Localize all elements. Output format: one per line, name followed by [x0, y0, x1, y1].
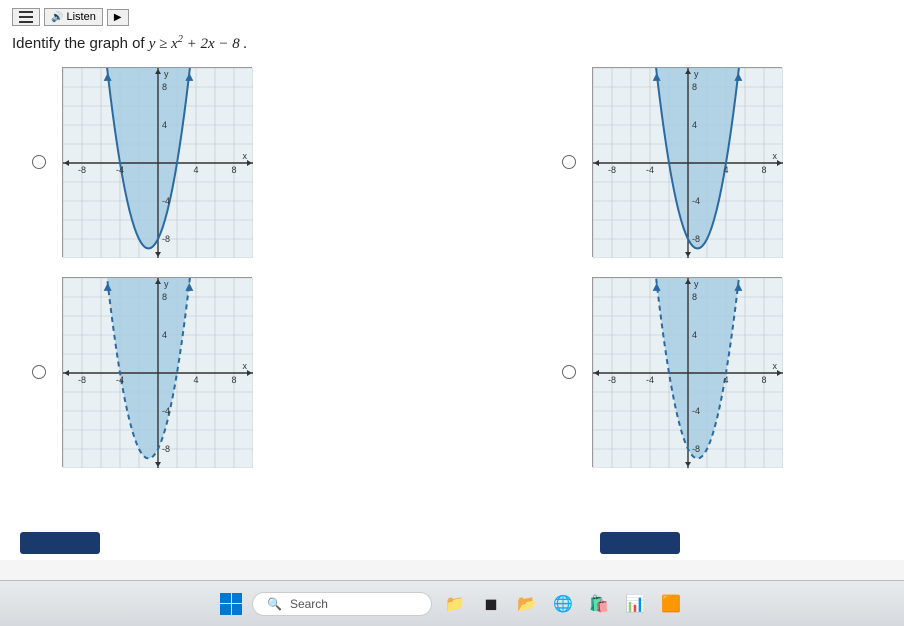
radio-c[interactable]	[32, 365, 46, 379]
svg-text:-4: -4	[692, 196, 700, 206]
svg-text:-4: -4	[116, 165, 124, 175]
svg-text:4: 4	[162, 330, 167, 340]
svg-text:8: 8	[692, 292, 697, 302]
question-panel: 🔊 Listen ▶ Identify the graph of y ≥ x2 …	[0, 0, 904, 560]
svg-text:8: 8	[761, 165, 766, 175]
graph-b: -8 -4 4 8 8 4 -4 -8 x y	[592, 67, 782, 257]
taskbar-search[interactable]: 🔍 Search	[252, 592, 432, 616]
svg-text:-4: -4	[162, 196, 170, 206]
svg-text:-4: -4	[646, 375, 654, 385]
svg-text:8: 8	[692, 82, 697, 92]
svg-text:4: 4	[692, 330, 697, 340]
text-tool-button[interactable]	[12, 8, 40, 26]
svg-text:-8: -8	[692, 234, 700, 244]
question-prefix: Identify the graph of	[12, 35, 149, 52]
graph-c: -8 -4 4 8 8 4 -4 -8 x y	[62, 277, 252, 467]
next-button[interactable]	[600, 532, 680, 554]
taskbar-app-3[interactable]: 📂	[514, 591, 540, 617]
svg-text:-8: -8	[162, 234, 170, 244]
svg-text:-4: -4	[692, 406, 700, 416]
svg-text:x: x	[243, 151, 248, 161]
svg-text:y: y	[694, 69, 699, 79]
play-button[interactable]: ▶	[107, 9, 129, 26]
svg-text:-4: -4	[116, 375, 124, 385]
taskbar-app-2[interactable]: ◼	[478, 591, 504, 617]
option-c[interactable]: -8 -4 4 8 8 4 -4 -8 x y	[32, 277, 342, 467]
svg-text:8: 8	[162, 292, 167, 302]
search-icon: 🔍	[267, 597, 282, 611]
svg-text:y: y	[694, 279, 699, 289]
taskbar-app-4[interactable]: 📊	[622, 591, 648, 617]
svg-text:8: 8	[761, 375, 766, 385]
lines-icon	[19, 11, 33, 23]
svg-text:x: x	[773, 151, 778, 161]
taskbar-app-1[interactable]: 📁	[442, 591, 468, 617]
taskbar-store[interactable]: 🛍️	[586, 591, 612, 617]
listen-label: Listen	[66, 11, 95, 23]
search-placeholder: Search	[290, 597, 328, 611]
svg-text:8: 8	[231, 165, 236, 175]
svg-text:4: 4	[692, 120, 697, 130]
nav-buttons	[20, 532, 100, 554]
question-expression: y ≥ x2 + 2x − 8 .	[149, 36, 248, 52]
taskbar-edge[interactable]: 🌐	[550, 591, 576, 617]
start-button[interactable]	[220, 593, 242, 615]
graph-a: -8 -4 4 8 8 4 -4 -8 x y	[62, 67, 252, 257]
radio-a[interactable]	[32, 155, 46, 169]
options-grid: -8 -4 4 8 8 4 -4 -8 x y -8 -4 4 8 8 4 -4 -8 x y -8 -4 4 8 8 4 -4…	[12, 67, 892, 467]
play-icon: ▶	[114, 12, 122, 23]
svg-text:4: 4	[723, 375, 728, 385]
svg-text:y: y	[164, 69, 169, 79]
svg-text:4: 4	[193, 165, 198, 175]
svg-text:8: 8	[231, 375, 236, 385]
question-text: Identify the graph of y ≥ x2 + 2x − 8 .	[12, 34, 892, 53]
option-a[interactable]: -8 -4 4 8 8 4 -4 -8 x y	[32, 67, 342, 257]
speaker-icon: 🔊	[51, 12, 63, 23]
svg-text:x: x	[243, 361, 248, 371]
svg-text:-4: -4	[162, 406, 170, 416]
taskbar-app-5[interactable]: 🟧	[658, 591, 684, 617]
listen-toolbar: 🔊 Listen ▶	[12, 8, 892, 26]
svg-text:-8: -8	[692, 444, 700, 454]
svg-text:-4: -4	[646, 165, 654, 175]
svg-text:4: 4	[723, 165, 728, 175]
svg-text:4: 4	[162, 120, 167, 130]
svg-text:x: x	[773, 361, 778, 371]
graph-d: -8 -4 4 8 8 4 -4 -8 x y	[592, 277, 782, 467]
taskbar: 🔍 Search 📁 ◼ 📂 🌐 🛍️ 📊 🟧	[0, 580, 904, 626]
svg-text:-8: -8	[608, 165, 616, 175]
svg-text:-8: -8	[608, 375, 616, 385]
option-b[interactable]: -8 -4 4 8 8 4 -4 -8 x y	[562, 67, 872, 257]
svg-text:-8: -8	[78, 375, 86, 385]
listen-button[interactable]: 🔊 Listen	[44, 8, 103, 26]
prev-button[interactable]	[20, 532, 100, 554]
svg-text:4: 4	[193, 375, 198, 385]
svg-text:8: 8	[162, 82, 167, 92]
svg-text:-8: -8	[78, 165, 86, 175]
radio-d[interactable]	[562, 365, 576, 379]
svg-text:-8: -8	[162, 444, 170, 454]
svg-text:y: y	[164, 279, 169, 289]
radio-b[interactable]	[562, 155, 576, 169]
option-d[interactable]: -8 -4 4 8 8 4 -4 -8 x y	[562, 277, 872, 467]
